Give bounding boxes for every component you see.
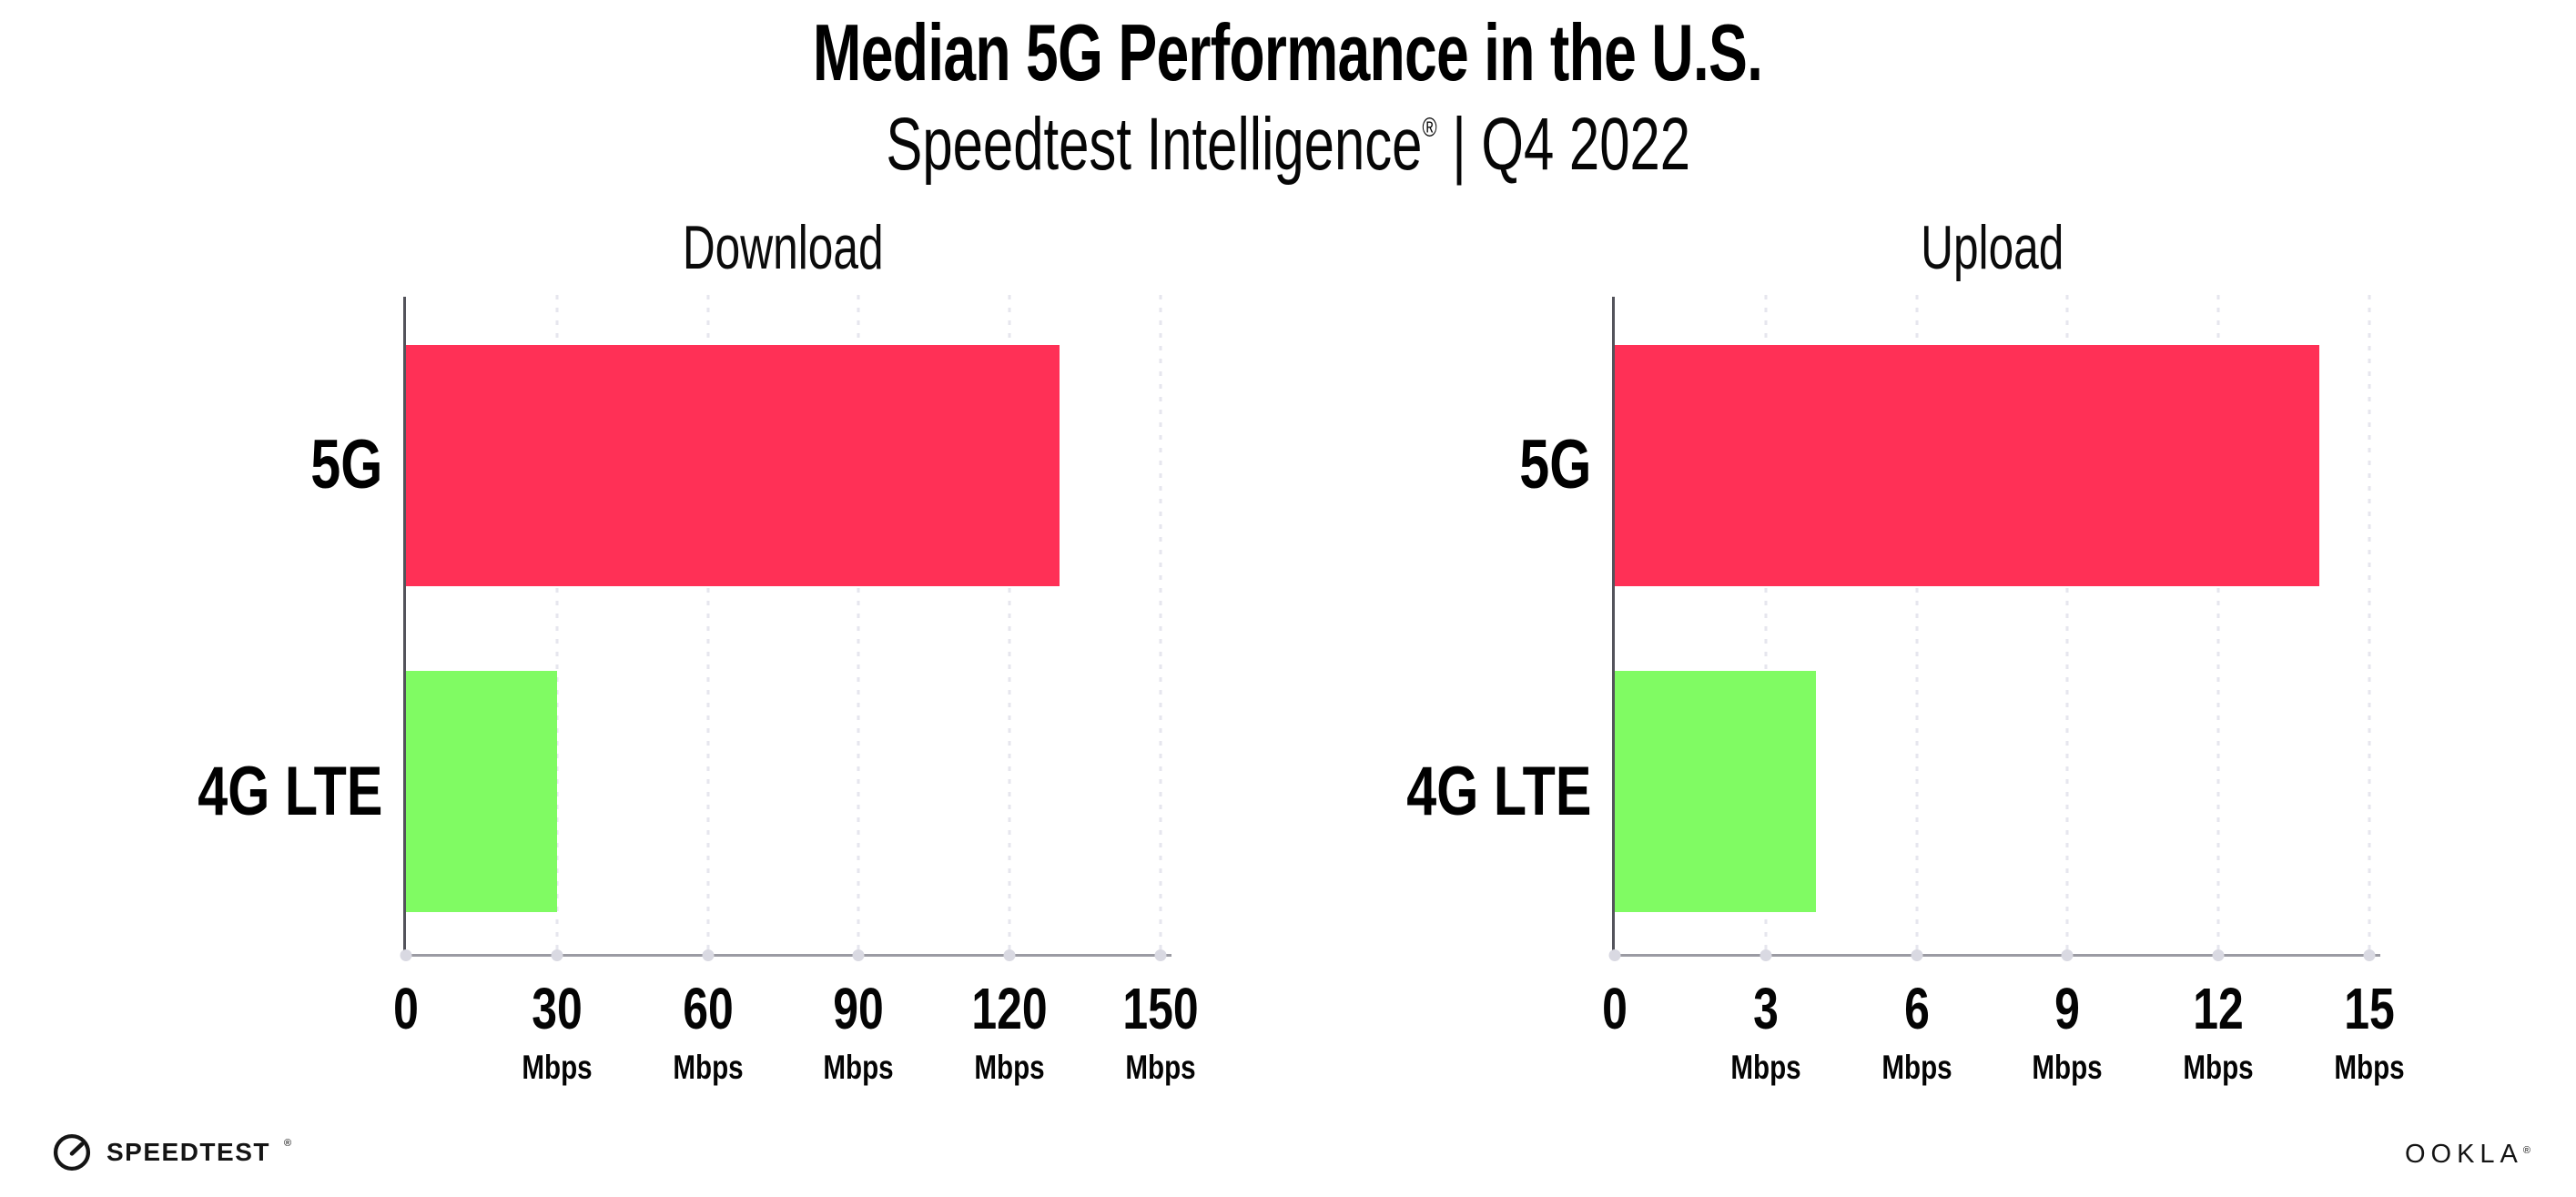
x-tick: 90 Mbps [815, 977, 903, 1088]
x-tick-label: 90 [833, 976, 885, 1041]
subtitle-period: | Q4 2022 [1452, 103, 1690, 186]
bar-4g-lte [406, 671, 557, 913]
gridline [2216, 295, 2220, 955]
x-tick: 30 Mbps [512, 977, 601, 1088]
page-subtitle-text: Speedtest Intelligence® | Q4 2022 [886, 102, 1690, 204]
x-tick-unit: Mbps [2334, 1049, 2405, 1086]
x-tick-unit: Mbps [2032, 1049, 2104, 1086]
x-tick-label: 60 [682, 976, 734, 1041]
ookla-logo-label: OOKLA [2404, 1140, 2523, 1169]
bar-5g [1615, 344, 2319, 586]
x-tick-dot [852, 949, 865, 961]
x-tick: 15 Mbps [2326, 977, 2414, 1088]
x-tick-unit: Mbps [2183, 1049, 2254, 1086]
x-tick-unit: Mbps [1881, 1049, 1952, 1086]
gridline [1008, 295, 1011, 955]
speedtest-logo: SPEEDTEST ® [51, 1131, 291, 1173]
x-tick-label: 150 [1122, 976, 1199, 1041]
ookla-logo: OOKLA® [2405, 1140, 2530, 1170]
x-tick-unit: Mbps [974, 1049, 1045, 1086]
x-tick-unit: Mbps [522, 1049, 593, 1086]
category-label-5g: 5G [290, 425, 382, 505]
gridline [1159, 295, 1162, 955]
speedtest-trademark-mark: ® [283, 1138, 292, 1149]
x-tick-dot [400, 949, 412, 961]
x-tick-dot [2363, 949, 2376, 961]
chart-upload: Upload 0 3 Mbps 6 Mbps 9 Mbps 12 Mbps 15 Mbps 5G 4G … [1406, 213, 2405, 1086]
x-tick-label: 120 [971, 976, 1048, 1041]
x-tick-label: 30 [532, 976, 583, 1041]
page-title: Median 5G Performance in the U.S. [0, 9, 2576, 96]
speedtest-logo-label: SPEEDTEST [106, 1138, 270, 1166]
x-tick-unit: Mbps [1730, 1049, 1801, 1086]
category-label-4g-lte: 4G LTE [146, 752, 382, 832]
x-tick: 12 Mbps [2175, 977, 2263, 1088]
x-tick-dot [1911, 949, 1923, 961]
x-tick-unit: Mbps [1125, 1049, 1196, 1086]
x-tick: 9 Mbps [2023, 977, 2112, 1088]
category-label-text: 4G LTE [1405, 752, 1591, 830]
x-tick-dot [702, 949, 715, 961]
x-tick-label: 0 [1602, 976, 1628, 1041]
x-axis-line [1609, 954, 2380, 957]
x-tick-unit: Mbps [672, 1049, 744, 1086]
gridline [555, 295, 559, 955]
category-label-text: 5G [1518, 426, 1591, 504]
x-tick-dot [2212, 949, 2225, 961]
page-title-text: Median 5G Performance in the U.S. [813, 7, 1763, 97]
chart-title-download: Download [406, 211, 1161, 284]
ookla-trademark-mark: ® [2522, 1145, 2530, 1156]
gridline [1764, 295, 1768, 955]
bar-4g-lte [1615, 671, 1817, 913]
gridline [2368, 295, 2371, 955]
x-tick-label: 3 [1752, 976, 1779, 1041]
x-axis-line [401, 954, 1171, 957]
speedtest-gauge-icon [53, 1133, 91, 1172]
gridline [2065, 295, 2069, 955]
gridline [857, 295, 860, 955]
category-label-text: 5G [309, 426, 382, 504]
subtitle-product: Speedtest Intelligence [886, 103, 1423, 186]
x-tick-dot [1003, 949, 1016, 961]
x-tick-dot [551, 949, 563, 961]
x-tick: 0 [390, 977, 422, 1040]
x-tick: 3 Mbps [1721, 977, 1810, 1088]
chart-title-text: Download [683, 213, 884, 282]
x-tick-dot [2061, 949, 2074, 961]
chart-title-text: Upload [1920, 213, 2064, 282]
x-tick-label: 0 [393, 976, 419, 1041]
registered-trademark-mark: ® [1422, 113, 1437, 143]
chart-title-upload: Upload [1615, 211, 2369, 284]
x-tick: 120 Mbps [961, 977, 1059, 1088]
category-label-text: 4G LTE [197, 752, 382, 830]
bar-5g [406, 344, 1060, 586]
x-tick: 150 Mbps [1112, 977, 1210, 1088]
x-tick-label: 6 [1903, 976, 1930, 1041]
x-tick-label: 9 [2054, 976, 2081, 1041]
x-tick-dot [1154, 949, 1167, 961]
category-label-4g-lte: 4G LTE [1354, 752, 1591, 832]
x-tick: 60 Mbps [664, 977, 752, 1088]
x-tick-label: 12 [2193, 976, 2244, 1041]
y-axis-line [1612, 297, 1615, 955]
x-tick: 6 Mbps [1872, 977, 1961, 1088]
x-tick-dot [1760, 949, 1772, 961]
gridline [1915, 295, 1919, 955]
chart-download: Download 0 30 Mbps 60 Mbps 90 Mbps 120 Mbps 150 Mb… [198, 213, 1199, 1086]
x-tick: 0 [1598, 977, 1631, 1040]
x-tick-unit: Mbps [823, 1049, 895, 1086]
gridline [706, 295, 710, 955]
page-subtitle: Speedtest Intelligence® | Q4 2022 [0, 102, 2576, 204]
category-label-5g: 5G [1499, 425, 1591, 505]
x-tick-dot [1608, 949, 1621, 961]
y-axis-line [403, 297, 406, 955]
x-tick-label: 15 [2344, 976, 2395, 1041]
